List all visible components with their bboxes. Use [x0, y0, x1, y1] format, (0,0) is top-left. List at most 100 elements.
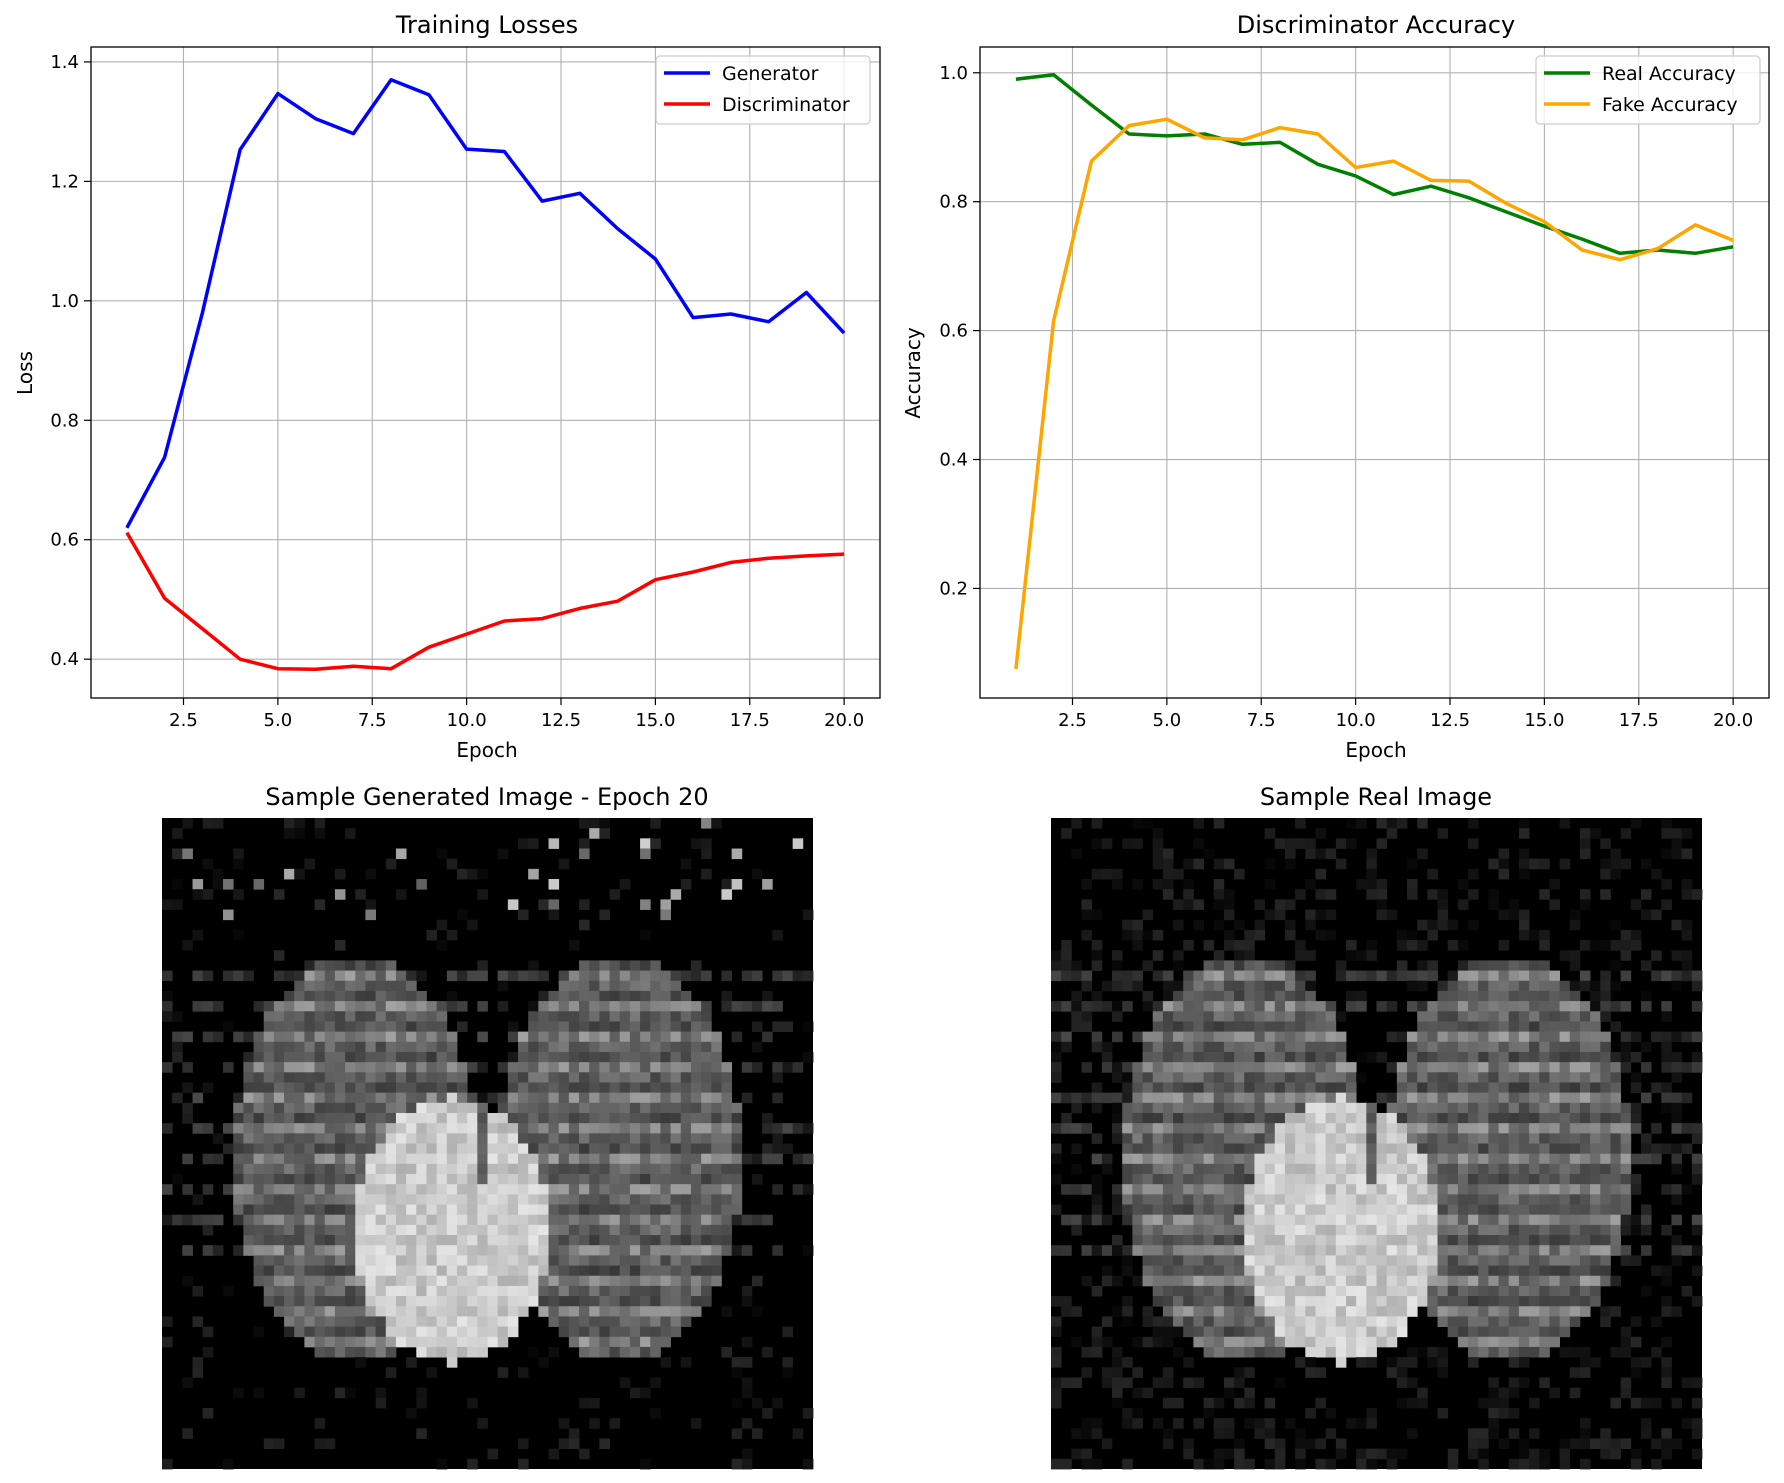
image-pixel	[721, 1153, 733, 1165]
image-pixel	[1193, 1062, 1204, 1073]
image-pixel	[1518, 1285, 1530, 1297]
image-pixel	[497, 970, 509, 982]
image-pixel	[1213, 1245, 1225, 1256]
image-pixel	[701, 1194, 712, 1205]
image-pixel	[701, 1275, 712, 1287]
image-pixel	[1152, 929, 1164, 941]
image-pixel	[314, 1326, 326, 1338]
image-pixel	[670, 1001, 682, 1012]
image-pixel	[1274, 1275, 1286, 1287]
image-pixel	[650, 1326, 661, 1338]
image-pixel	[680, 970, 692, 982]
image-pixel	[579, 848, 590, 860]
image-pixel	[1305, 838, 1316, 849]
image-pixel	[446, 1031, 458, 1043]
image-pixel	[1518, 1031, 1530, 1043]
image-pixel	[395, 1133, 407, 1144]
image-pixel	[1600, 1316, 1611, 1327]
image-pixel	[538, 1072, 549, 1083]
image-pixel	[1539, 1448, 1550, 1460]
image-pixel	[385, 970, 397, 982]
image-pixel	[802, 1021, 814, 1033]
image-pixel	[1630, 1123, 1642, 1134]
image-pixel	[629, 1275, 641, 1287]
x-tick-label: 7.5	[358, 710, 387, 731]
image-pixel	[1335, 1112, 1347, 1124]
image-pixel	[1152, 1204, 1164, 1216]
image-pixel	[1691, 1133, 1703, 1144]
image-pixel	[1478, 970, 1489, 982]
image-pixel	[1122, 838, 1133, 849]
image-pixel	[446, 1316, 458, 1327]
image-pixel	[1061, 970, 1072, 982]
image-pixel	[1529, 1041, 1540, 1053]
image-pixel	[1590, 940, 1601, 951]
image-pixel	[1518, 909, 1530, 921]
image-pixel	[334, 889, 346, 900]
image-pixel	[650, 1275, 661, 1287]
image-pixel	[1376, 909, 1388, 921]
image-pixel	[426, 1011, 438, 1022]
image-pixel	[182, 1428, 193, 1439]
image-pixel	[1569, 1316, 1581, 1327]
image-pixel	[406, 1275, 417, 1287]
image-pixel	[406, 970, 417, 982]
image-pixel	[1386, 1285, 1398, 1297]
image-pixel	[1244, 1326, 1255, 1338]
image-pixel	[1508, 1235, 1520, 1246]
image-pixel	[609, 1072, 621, 1083]
image-pixel	[1051, 1123, 1062, 1134]
image-pixel	[1600, 980, 1611, 992]
image-pixel	[1468, 1163, 1479, 1175]
image-pixel	[1671, 1194, 1683, 1205]
image-pixel	[1407, 1062, 1418, 1073]
image-pixel	[518, 1285, 529, 1297]
image-pixel	[324, 1092, 336, 1104]
image-pixel	[1427, 1153, 1438, 1165]
image-pixel	[1366, 1275, 1377, 1287]
image-pixel	[1620, 1001, 1632, 1012]
image-pixel	[416, 1336, 427, 1348]
image-pixel	[599, 1153, 610, 1165]
image-pixel	[294, 1326, 305, 1338]
image-pixel	[548, 1041, 560, 1053]
image-pixel	[1539, 929, 1550, 941]
image-pixel	[507, 1062, 519, 1073]
image-pixel	[1376, 1123, 1388, 1134]
image-pixel	[528, 1051, 539, 1063]
image-pixel	[629, 1163, 641, 1175]
image-pixel	[1356, 1285, 1367, 1297]
image-pixel	[660, 1133, 671, 1144]
image-pixel	[395, 848, 407, 860]
image-pixel	[1417, 1153, 1428, 1165]
image-pixel	[1213, 1214, 1225, 1226]
image-pixel	[1498, 1153, 1510, 1165]
image-pixel	[711, 1041, 722, 1053]
image-pixel	[701, 818, 712, 829]
image-pixel	[629, 1326, 641, 1338]
image-pixel	[640, 1204, 651, 1216]
image-pixel	[507, 1235, 519, 1246]
image-pixel	[1315, 1316, 1327, 1327]
image-pixel	[619, 1143, 631, 1155]
image-pixel	[1630, 1112, 1642, 1124]
image-pixel	[629, 1235, 641, 1246]
image-pixel	[1407, 1245, 1418, 1256]
image-pixel	[518, 1174, 529, 1185]
image-pixel	[456, 1062, 468, 1073]
image-pixel	[1661, 1082, 1672, 1094]
image-pixel	[1325, 1296, 1337, 1307]
image-pixel	[1305, 1438, 1316, 1450]
image-pixel	[1244, 1458, 1255, 1470]
image-pixel	[1213, 1224, 1225, 1236]
image-pixel	[548, 1214, 560, 1226]
image-pixel	[741, 1448, 753, 1460]
image-pixel	[1376, 1092, 1388, 1104]
image-pixel	[212, 1031, 224, 1043]
image-pixel	[1549, 1092, 1560, 1104]
image-pixel	[1549, 1184, 1560, 1195]
image-pixel	[518, 1245, 529, 1256]
image-pixel	[1356, 1326, 1367, 1338]
image-pixel	[1610, 1123, 1622, 1134]
image-pixel	[324, 1184, 336, 1195]
